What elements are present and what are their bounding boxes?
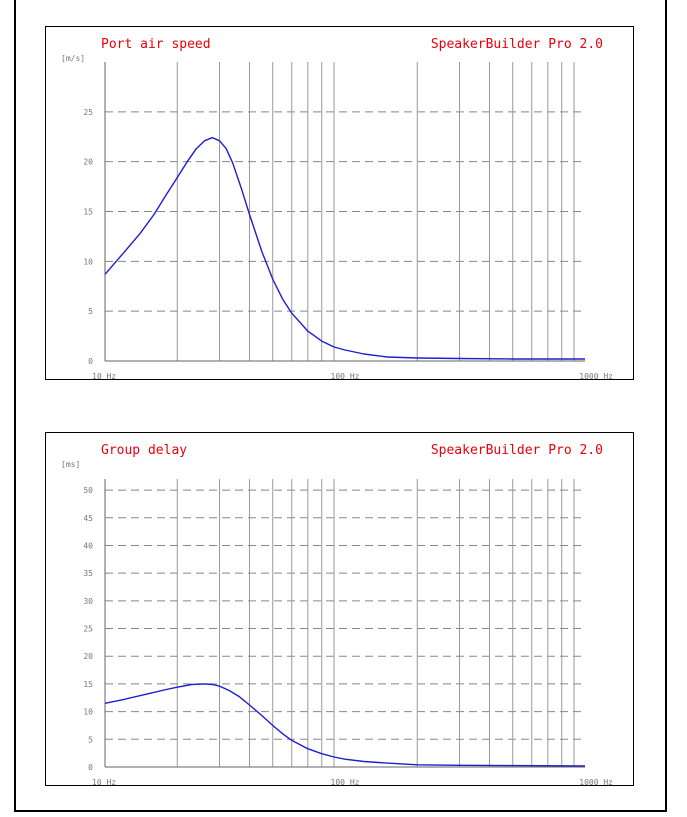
- y-tick-label: 0: [88, 763, 93, 772]
- y-tick-label: 5: [88, 307, 93, 316]
- chart-panel-group-delay: 0 5 10 15 20 25 30 35 40 45 50 10 Hz 100 Hz 1000 Hz G…: [45, 432, 634, 787]
- x-tick-label: 10 Hz: [92, 372, 116, 381]
- chart-brand: SpeakerBuilder Pro 2.0: [430, 443, 603, 458]
- y-tick-label: 50: [83, 486, 93, 495]
- chart-panel-port-air-speed: 0 5 10 15 20 25 10 Hz 100 Hz 1000 Hz Port air sp…: [45, 26, 634, 381]
- y-tick-label: 15: [83, 680, 93, 689]
- x-tick-label: 1000 Hz: [579, 372, 613, 381]
- y-tick-label: 20: [83, 158, 93, 167]
- x-tick-label: 1000 Hz: [579, 778, 613, 787]
- y-tick-label: 45: [83, 514, 93, 523]
- y-tick-label: 20: [83, 652, 93, 661]
- y-tick-label: 5: [88, 735, 93, 744]
- y-axis-unit: [m/s]: [61, 54, 86, 63]
- y-tick-label: 0: [88, 357, 93, 366]
- x-tick-label: 100 Hz: [331, 778, 360, 787]
- y-tick-label: 40: [83, 541, 93, 550]
- y-tick-label: 25: [83, 625, 93, 634]
- y-tick-label: 10: [83, 708, 93, 717]
- y-axis-unit: [ms]: [61, 460, 81, 469]
- chart-svg-group-delay: 0 5 10 15 20 25 30 35 40 45 50 10 Hz 100 Hz 1000 Hz: [83, 479, 613, 787]
- x-tick-label: 10 Hz: [92, 778, 116, 787]
- series-line: [104, 683, 586, 767]
- x-tick-label: 100 Hz: [331, 372, 360, 381]
- y-tick-label: 10: [83, 257, 93, 266]
- y-tick-label: 15: [83, 208, 93, 217]
- y-tick-label: 25: [83, 108, 93, 117]
- outer-frame: [14, 0, 667, 812]
- chart-title: Port air speed: [101, 37, 211, 52]
- series-line: [104, 136, 585, 360]
- chart-brand: SpeakerBuilder Pro 2.0: [430, 37, 603, 52]
- chart-title: Group delay: [101, 443, 188, 458]
- y-tick-label: 30: [83, 597, 93, 606]
- y-tick-label: 35: [83, 569, 93, 578]
- chart-svg-port-air-speed: 0 5 10 15 20 25 10 Hz 100 Hz 1000 Hz: [83, 62, 613, 381]
